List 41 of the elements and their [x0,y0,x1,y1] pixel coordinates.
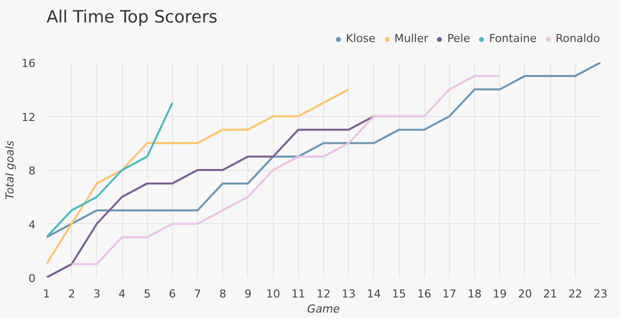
x-tick-label: 10 [266,288,280,300]
x-tick-label: 19 [492,288,507,300]
line-series [46,115,375,278]
x-tick-label: 6 [168,288,176,300]
y-tick-label: 8 [28,164,36,178]
x-tick-label: 11 [291,288,306,300]
x-tick-label: 2 [68,288,76,300]
legend-label: Ronaldo [556,32,600,45]
x-tick-label: 16 [417,288,432,300]
x-tick-label: 13 [342,288,356,300]
x-tick-label: 23 [594,288,608,300]
chart-title: All Time Top Scorers [46,8,218,28]
legend-label: Pele [447,32,470,45]
legend-label: Fontaine [489,32,537,45]
x-tick-label: 17 [442,288,456,300]
x-axis-title: Game [307,302,340,316]
x-tick-label: 9 [244,288,252,300]
x-tick-label: 1 [43,288,50,300]
line-series [46,88,350,266]
x-tick-label: 3 [93,288,100,300]
y-tick-label: 16 [22,57,36,70]
x-tick-label: 4 [118,288,126,300]
x-tick-label: 15 [392,288,406,300]
line-series [46,102,174,238]
x-tick-label: 18 [468,288,482,300]
x-tick-label: 7 [194,288,202,300]
x-tick-label: 5 [144,288,151,300]
y-tick-label: 4 [28,218,36,232]
line-series [70,74,501,266]
legend-label: Muller [394,32,428,45]
legend-label: Klose [346,32,376,45]
y-tick-label: 0 [28,272,36,285]
line-series [46,62,600,238]
x-tick-label: 8 [219,288,226,300]
x-tick-label: 22 [568,288,582,300]
x-tick-label: 14 [366,288,381,300]
y-axis-title: Total goals [4,140,17,200]
x-tick-label: 20 [518,288,532,300]
x-tick-label: 21 [543,288,558,300]
y-tick-label: 12 [22,110,36,124]
x-tick-label: 12 [316,288,330,300]
